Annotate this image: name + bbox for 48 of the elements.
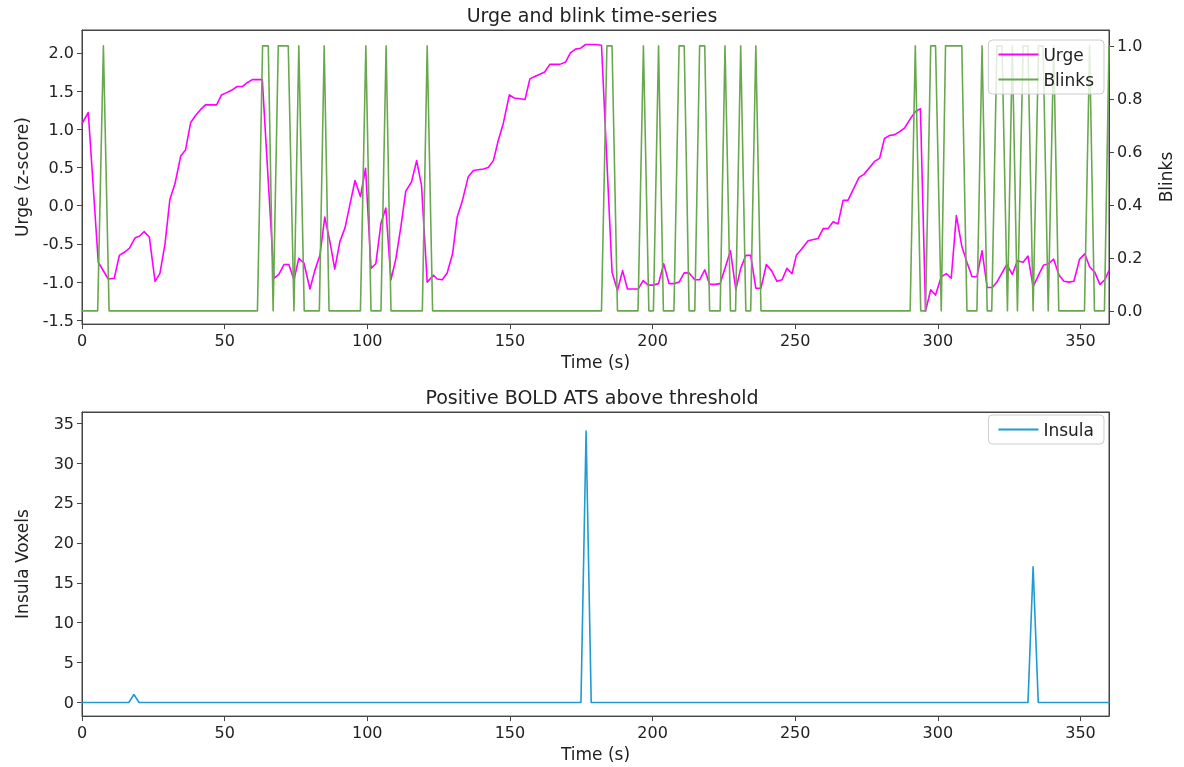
- x-tick-label: 100: [352, 722, 383, 742]
- y-tick-label: -1.5: [42, 310, 74, 330]
- y2-tick-label: 0.4: [1117, 195, 1143, 215]
- legend-label: Blinks: [1043, 69, 1095, 90]
- y2-tick-label: 0.0: [1117, 301, 1143, 321]
- x-tick-label: 300: [922, 722, 954, 742]
- x-tick-label: 350: [1065, 722, 1096, 742]
- y-tick-label: 20: [53, 533, 74, 553]
- chart-title: Urge and blink time-series: [466, 3, 718, 26]
- x-tick-label: 300: [922, 330, 954, 350]
- x-tick-label: 50: [214, 722, 235, 742]
- y-tick-label: 1.0: [48, 119, 74, 139]
- legend-label: Insula: [1043, 419, 1094, 440]
- x-tick-label: 0: [76, 330, 88, 350]
- x-tick-label: 200: [637, 330, 668, 350]
- x-tick-label: 150: [494, 330, 526, 350]
- x-tick-label: 200: [637, 722, 668, 742]
- y-tick-label: 1.5: [48, 81, 74, 101]
- y2-axis-title: Blinks: [1155, 151, 1176, 203]
- y-tick-label: 0.5: [48, 158, 74, 177]
- y-tick-label: 30: [53, 453, 74, 473]
- y-tick-label: -0.5: [42, 234, 74, 254]
- x-tick-label: 250: [779, 722, 811, 742]
- y-tick-label: 10: [53, 613, 74, 633]
- y-tick-label: 35: [53, 413, 74, 433]
- y2-tick-label: 0.6: [1117, 142, 1143, 162]
- y2-tick-label: 0.2: [1117, 248, 1143, 268]
- x-axis-title: Time (s): [559, 743, 631, 764]
- x-tick-label: 0: [76, 722, 88, 742]
- y-tick-label: 0.0: [48, 196, 74, 216]
- legend-label: Urge: [1043, 44, 1084, 65]
- y-axis-title: Urge (z-score): [11, 117, 32, 237]
- y-tick-label: 2.0: [48, 43, 74, 63]
- y-tick-label: 5: [63, 653, 74, 673]
- x-tick-label: 250: [779, 330, 811, 350]
- x-tick-label: 50: [214, 330, 235, 350]
- x-axis-title: Time (s): [559, 351, 631, 372]
- y-tick-label: 15: [53, 573, 74, 593]
- y2-tick-label: 0.8: [1117, 89, 1143, 109]
- y-tick-label: -1.0: [42, 272, 74, 292]
- y-tick-label: 25: [53, 493, 74, 513]
- y2-tick-label: 1.0: [1117, 36, 1143, 56]
- x-tick-label: 350: [1065, 330, 1096, 350]
- y-axis-title: Insula Voxels: [11, 509, 32, 619]
- x-tick-label: 100: [352, 330, 383, 350]
- y-tick-label: 0: [63, 693, 74, 713]
- chart-title: Positive BOLD ATS above threshold: [425, 385, 759, 408]
- x-tick-label: 150: [494, 722, 526, 742]
